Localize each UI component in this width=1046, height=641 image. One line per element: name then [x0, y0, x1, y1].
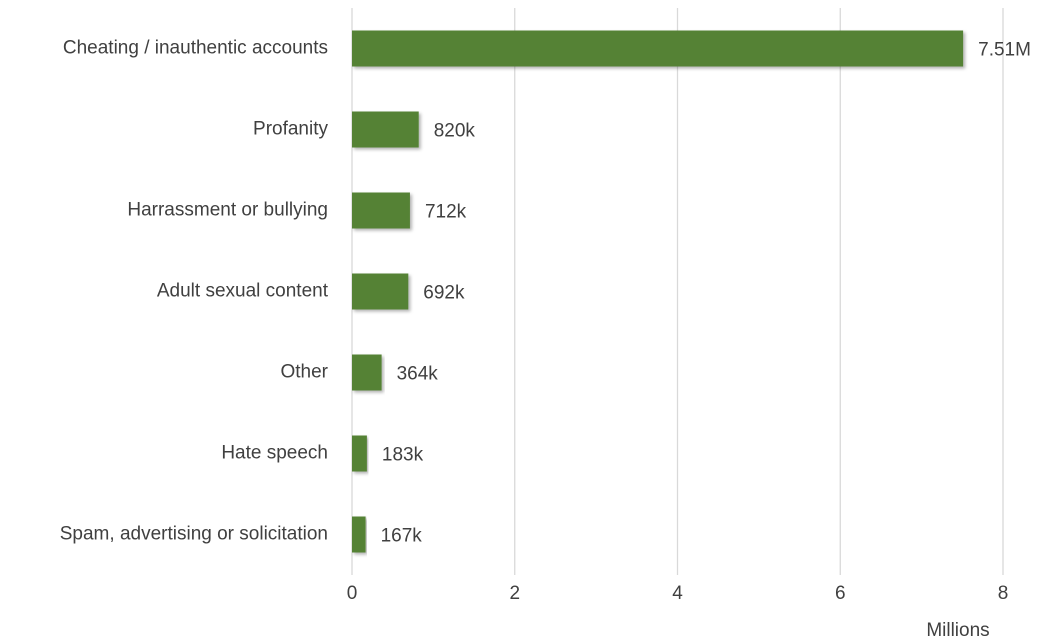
bar: [352, 354, 382, 391]
y-tick-label: Hate speech: [221, 443, 328, 464]
y-tick-label: Cheating / inauthentic accounts: [63, 38, 328, 59]
data-label: 712k: [425, 202, 467, 223]
y-tick-label: Harrassment or bullying: [127, 200, 328, 221]
data-label: 820k: [434, 121, 476, 142]
bar: [352, 273, 409, 310]
bar: [352, 30, 964, 67]
x-tick-label: 2: [509, 583, 520, 604]
y-tick-label: Other: [280, 362, 328, 383]
data-label: 167k: [381, 526, 423, 547]
x-tick-label: 0: [347, 583, 358, 604]
bar: [352, 192, 410, 229]
x-tick-label: 6: [835, 583, 846, 604]
x-tick-label: 8: [998, 583, 1009, 604]
bar: [352, 435, 367, 472]
data-label: 183k: [382, 445, 424, 466]
y-tick-label: Adult sexual content: [157, 281, 329, 302]
x-tick-label: 4: [672, 583, 683, 604]
data-label: 692k: [423, 283, 465, 304]
bar: [352, 111, 419, 148]
y-tick-label: Profanity: [253, 119, 328, 140]
bar: [352, 516, 366, 553]
data-label: 364k: [397, 364, 439, 385]
x-axis-label: Millions: [926, 620, 989, 641]
y-tick-label: Spam, advertising or solicitation: [60, 524, 328, 545]
data-label: 7.51M: [978, 40, 1031, 61]
